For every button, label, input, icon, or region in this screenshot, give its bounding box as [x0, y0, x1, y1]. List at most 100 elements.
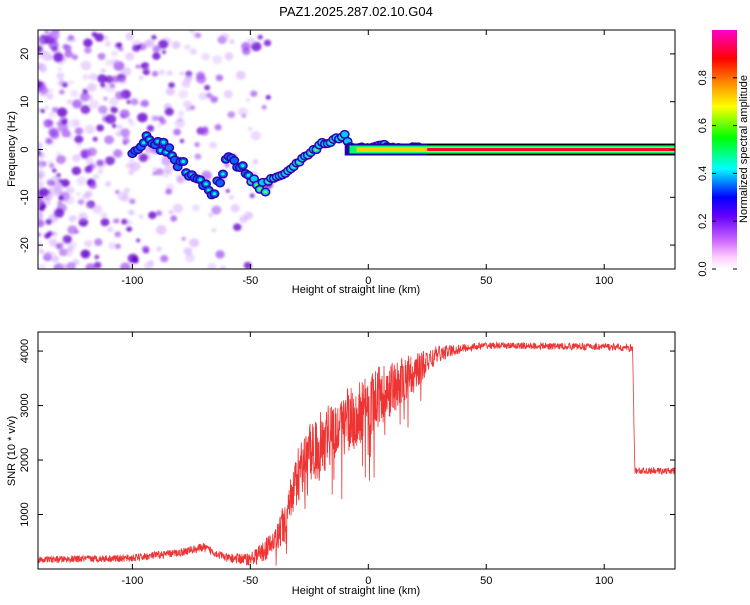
noise-blob — [155, 210, 163, 216]
noise-blob — [179, 71, 184, 76]
noise-blob — [138, 214, 144, 219]
ridge-blob-core — [181, 159, 186, 163]
ridge-blob-mid — [165, 144, 173, 151]
noise-blob — [48, 88, 53, 93]
noise-blob — [247, 126, 253, 131]
noise-blob — [178, 110, 185, 117]
ridge-blob-core — [198, 178, 203, 182]
snr-x-ticks: -100 -50 0 50 100 — [121, 332, 613, 587]
noise-blob — [76, 176, 87, 186]
noise-blob — [44, 251, 53, 258]
noise-blob — [48, 163, 55, 169]
y-tick-label: 2000 — [19, 448, 31, 472]
noise-blob — [137, 112, 148, 123]
noise-blob — [71, 154, 81, 163]
noise-blob — [186, 107, 191, 112]
noise-blob — [47, 159, 53, 164]
x-tick-label: 50 — [480, 575, 492, 587]
noise-blob — [126, 100, 131, 104]
ridge-blob-core — [257, 187, 262, 191]
noise-blob — [38, 141, 43, 151]
y-tick-label: 20 — [19, 48, 31, 60]
noise-blob — [206, 92, 213, 99]
noise-blob — [183, 100, 192, 109]
noise-blob — [38, 159, 46, 169]
noise-blob — [41, 51, 53, 61]
noise-blob — [140, 99, 149, 108]
noise-blob — [80, 60, 92, 71]
noise-blob — [64, 195, 75, 205]
noise-blob — [84, 124, 96, 134]
colorbar-label: Normalized spectral amplitude — [738, 75, 750, 223]
noise-blob — [115, 91, 125, 100]
noise-blob — [44, 105, 49, 110]
noise-blob — [141, 245, 150, 253]
noise-blob — [257, 34, 263, 40]
noise-blob — [84, 46, 92, 54]
ridge-blob-mid — [230, 157, 238, 164]
noise-blob — [48, 127, 59, 137]
x-tick-label: 50 — [480, 275, 492, 287]
snr-series-line — [38, 341, 675, 566]
ridge-blob-core — [240, 164, 245, 168]
colorbar-tick-label: 0.0 — [697, 261, 709, 276]
noise-blob — [215, 74, 224, 82]
noise-blob — [98, 105, 108, 114]
noise-blob — [128, 169, 135, 176]
noise-blob — [92, 136, 98, 142]
noise-blob — [207, 262, 217, 269]
noise-blob — [59, 89, 65, 95]
noise-blob — [104, 135, 115, 145]
noise-blob — [159, 118, 167, 125]
noise-blob — [224, 52, 234, 61]
noise-blob — [68, 118, 79, 128]
y-tick-label: 1000 — [19, 502, 31, 526]
noise-blob — [185, 253, 195, 263]
noise-blob — [38, 62, 44, 71]
x-tick-label: -50 — [242, 575, 258, 587]
noise-blob — [66, 261, 76, 269]
noise-blob — [104, 181, 112, 187]
noise-blob — [46, 201, 51, 206]
noise-blob — [127, 253, 139, 264]
noise-blob — [48, 185, 55, 191]
noise-blob — [68, 241, 78, 249]
noise-blob — [123, 187, 131, 194]
figure-title: PAZ1.2025.287.02.10.G04 — [279, 4, 433, 19]
noise-blob — [105, 59, 114, 67]
noise-blob — [83, 38, 93, 48]
noise-blob — [80, 105, 91, 114]
noise-blob — [120, 114, 126, 119]
noise-blob — [72, 99, 83, 109]
noise-blob — [60, 263, 68, 269]
noise-blob — [64, 50, 73, 58]
noise-blob — [50, 181, 56, 186]
noise-blob — [65, 186, 75, 195]
noise-blob — [172, 203, 183, 213]
noise-blob — [89, 73, 98, 81]
noise-blob — [40, 108, 45, 113]
noise-blob — [113, 218, 120, 224]
noise-blob — [209, 141, 217, 149]
noise-blob — [82, 73, 90, 81]
noise-blob — [125, 162, 134, 170]
noise-blob — [157, 123, 162, 128]
spectrogram-y-ticks: -20 -10 0 10 20 — [19, 48, 675, 253]
noise-blob — [80, 249, 91, 259]
noise-blob — [46, 92, 54, 100]
noise-blob — [44, 196, 50, 202]
noise-blob — [212, 55, 223, 65]
noise-blob — [143, 65, 150, 72]
noise-blob — [76, 142, 82, 147]
noise-blob — [52, 52, 64, 63]
noise-blob — [249, 193, 255, 198]
x-tick-label: -50 — [242, 275, 258, 287]
noise-blob — [245, 98, 250, 102]
noise-blob — [184, 44, 191, 50]
colorbar-tick-label: 0.8 — [697, 70, 709, 85]
carrier-band — [344, 143, 675, 156]
noise-blob — [138, 153, 149, 162]
noise-blob — [224, 162, 230, 168]
noise-blob — [95, 158, 107, 169]
spectrogram-x-ticks: -100 -50 0 50 100 — [121, 30, 613, 287]
